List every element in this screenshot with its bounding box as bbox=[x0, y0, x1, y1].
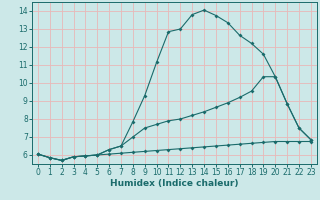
X-axis label: Humidex (Indice chaleur): Humidex (Indice chaleur) bbox=[110, 179, 239, 188]
